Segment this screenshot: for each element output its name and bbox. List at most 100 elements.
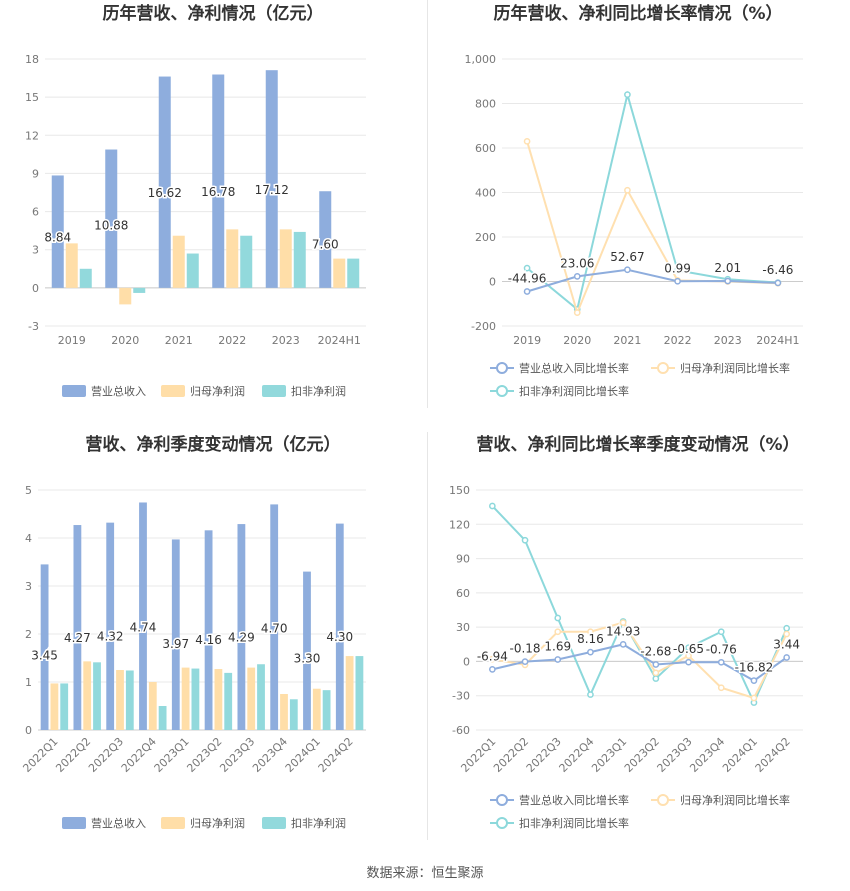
bar-net-profit [312,688,321,730]
data-label: 8.84 [44,230,71,244]
vertical-divider-bottom [427,432,428,840]
x-tick-label: 2022Q1 [458,735,498,775]
bar-net-profit [172,235,185,288]
bar-net-profit [50,683,59,730]
bar-net-profit [65,243,78,288]
legend-swatch [62,385,86,397]
series-point [573,273,581,280]
series-line-revenue [492,643,788,682]
y-tick-label: 600 [475,142,496,155]
y-tick-label: 15 [25,91,39,104]
legend-swatch-marker [657,362,669,374]
bar-revenue [105,149,118,288]
vertical-divider-top [427,0,428,408]
bar-revenue [265,70,278,288]
legend-swatch [161,817,185,829]
bar-deducted-profit [257,664,265,730]
series-point [523,288,531,295]
legend-label: 扣非净利润 [291,816,346,830]
data-label: -16.82 [735,661,774,675]
series-point [624,186,631,194]
bar-deducted-profit [93,662,101,730]
legend-swatch-marker [496,385,508,397]
y-tick-label: 0 [25,724,32,737]
data-label: 17.12 [255,183,289,197]
legend-label: 扣非净利润同比增长率 [519,384,629,398]
series-point [717,628,725,636]
bar-net-profit [333,258,346,288]
data-label: 4.27 [64,631,91,645]
bar-net-profit [345,656,354,730]
series-point [674,277,681,285]
series-point [587,691,594,698]
bar-revenue [158,76,171,288]
series-point [619,641,627,648]
bar-deducted-profit [133,287,146,293]
x-tick-label: 2023Q2 [622,735,662,775]
legend-swatch [262,385,286,397]
bar-revenue [335,523,344,730]
data-source-note: 数据来源：恒生聚源 [366,866,484,881]
series-point [624,91,631,98]
data-label: 3.30 [294,652,321,666]
data-label: -0.76 [706,642,737,656]
data-label: 4.30 [326,630,353,644]
data-label: -6.94 [477,649,508,663]
bar-deducted-profit [240,235,253,288]
series-point [674,267,681,274]
y-tick-label: 0 [32,282,39,295]
x-tick-label: 2022Q3 [524,735,564,775]
x-tick-label: 2022Q4 [119,735,159,775]
data-label: 16.62 [148,186,182,200]
bar-deducted-profit [186,253,199,288]
bar-deducted-profit [293,231,306,288]
bar-deducted-profit [158,706,167,730]
y-tick-label: 6 [32,206,39,219]
y-tick-label: 90 [456,553,470,566]
y-tick-label: -30 [452,690,470,703]
bar-revenue [319,191,332,288]
bar-deducted-profit [191,668,200,730]
series-point [554,614,562,622]
legend-swatch-marker [496,794,508,806]
y-tick-label: 1,000 [465,53,497,66]
data-label: 52.67 [610,250,644,264]
bar-net-profit [83,661,92,730]
bar-net-profit [247,667,256,730]
x-tick-label: 2024Q1 [283,735,323,775]
data-label: -44.96 [508,272,547,286]
x-tick-label: 2023Q3 [217,735,257,775]
legend-swatch [161,385,185,397]
series-point [750,677,758,685]
series-point [624,266,631,274]
series-point [783,654,791,661]
series-point [783,630,791,638]
chart-title: 营收、净利同比增长率季度变动情况（%） [476,434,799,455]
chart-title: 营收、净利季度变动情况（亿元） [86,434,341,455]
data-label: 4.74 [130,621,157,635]
legend-label: 营业总收入同比增长率 [519,361,629,375]
series-line-net-profit [526,141,778,316]
x-tick-label: 2022Q2 [53,735,93,775]
x-tick-label: 2023Q3 [655,735,695,775]
x-tick-label: 2023Q1 [589,735,629,775]
x-tick-label: 2019 [58,334,86,347]
x-tick-label: 2023 [714,334,742,347]
legend-swatch [62,817,86,829]
series-point [685,658,692,666]
series-point [489,666,496,673]
bar-revenue [303,571,311,730]
legend-label: 归母净利润同比增长率 [680,361,790,375]
series-line-deducted-profit [526,90,778,312]
x-tick-label: 2020 [111,334,139,347]
data-label: 0.99 [664,261,691,275]
data-label: 3.97 [162,637,189,651]
y-tick-label: 200 [475,231,496,244]
series-line-net-profit [492,621,788,700]
chart-title: 历年营收、净利同比增长率情况（%） [493,3,782,24]
y-tick-label: 800 [475,98,496,111]
bar-deducted-profit [79,268,92,288]
bar-net-profit [280,694,288,730]
legend-swatch-marker [496,362,508,374]
